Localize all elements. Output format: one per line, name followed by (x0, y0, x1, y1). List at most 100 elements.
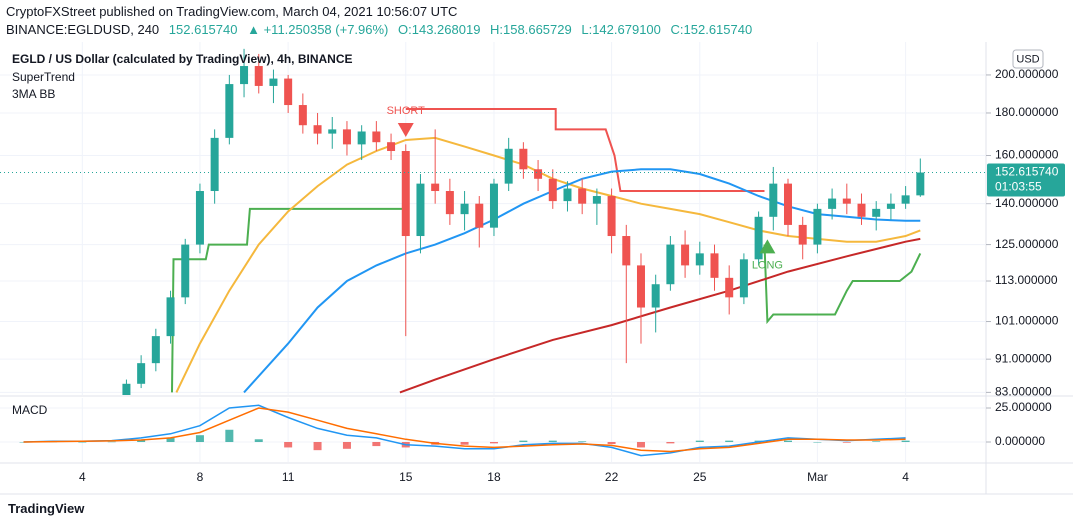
macd-histogram-bar (842, 442, 851, 443)
candle-body (195, 191, 204, 245)
x-tick-label: 15 (399, 470, 413, 484)
price-tag (987, 163, 1065, 197)
signal-line (23, 407, 906, 453)
macd-line (23, 404, 906, 457)
x-tick-label: 18 (487, 470, 501, 484)
candle-body (901, 195, 910, 204)
x-tick-label: 4 (79, 470, 86, 484)
indicator-line (171, 207, 406, 393)
candle-body (681, 244, 690, 266)
annotation-label: SHORT (387, 105, 426, 117)
candle-body (798, 224, 807, 245)
candle-body (813, 208, 822, 245)
annotation-arrow (759, 239, 776, 254)
candle-body (886, 203, 895, 209)
macd-histogram-bar (725, 440, 734, 443)
candle-body (710, 253, 719, 278)
high: H:158.665729 (490, 22, 572, 37)
candle-body (842, 198, 851, 204)
candle-body (431, 183, 440, 192)
macd-histogram-bar (695, 440, 704, 443)
price-tag-label: 152.615740 (995, 165, 1059, 179)
x-tick-label: 25 (693, 470, 707, 484)
candle-body (769, 183, 778, 217)
candle-body (269, 78, 278, 86)
macd-histogram-bar (784, 440, 792, 443)
low: L:142.679100 (581, 22, 661, 37)
annotation-label: LONG (752, 259, 783, 271)
symbol-info: BINANCE:EGLDUSD, 240 152.615740 ▲ +11.25… (6, 22, 752, 37)
candle-body (284, 78, 293, 106)
macd-histogram-bar (166, 437, 175, 443)
candle-body (563, 188, 572, 202)
macd-histogram-bar (107, 441, 116, 443)
macd-histogram-bar (578, 441, 587, 443)
indicator-line (399, 237, 921, 394)
candle-body (181, 244, 190, 298)
y-tick-label: 83.000000 (995, 385, 1052, 399)
candle-body (313, 125, 322, 134)
x-tick-label: Mar (807, 470, 828, 484)
countdown: 01:03:55 (995, 180, 1042, 194)
candle-body (489, 183, 498, 228)
indicator-line (405, 108, 765, 192)
candle-body (372, 131, 381, 143)
macd-histogram-bar (254, 439, 263, 443)
candle-body (254, 66, 263, 86)
candle-body (166, 297, 175, 337)
candle-body (225, 84, 234, 138)
y-tick-label: 200.000000 (995, 67, 1059, 81)
macd-histogram-bar (195, 435, 204, 443)
candle-body (445, 191, 454, 215)
y-tick-label: 0.000000 (995, 434, 1045, 448)
indicator-name: 3MA BB (12, 87, 55, 101)
annotation-arrow (397, 122, 414, 137)
symbol: BINANCE:EGLDUSD, 240 (6, 22, 160, 37)
indicator-line (763, 244, 922, 325)
macd-histogram-bar (607, 442, 616, 445)
last-price: 152.615740 (168, 22, 238, 37)
candle-body (475, 203, 484, 228)
candle-body (695, 253, 704, 266)
candle-body (504, 148, 513, 184)
currency-box[interactable] (1012, 49, 1044, 69)
candle-body (534, 169, 543, 179)
indicator-name: MACD (12, 403, 48, 417)
candle-body (607, 196, 616, 237)
macd-histogram-bar (666, 442, 675, 444)
change: ▲ +11.250358 (+7.96%) (247, 22, 389, 37)
macd-histogram-bar (78, 442, 87, 443)
candle-body (122, 383, 131, 395)
candle-body (754, 216, 763, 260)
macd-histogram-bar (519, 440, 528, 443)
macd-histogram-bar (284, 442, 293, 448)
y-tick-label: 101.000000 (995, 314, 1059, 328)
brand: TradingView (8, 501, 85, 516)
candle-body (240, 66, 249, 85)
candle-body (151, 336, 160, 364)
candle-body (401, 151, 410, 237)
candle-body (137, 363, 146, 384)
candle-body (666, 244, 675, 285)
y-tick-label: 91.000000 (995, 351, 1052, 365)
candle-body (460, 203, 469, 215)
candle-body (342, 129, 351, 145)
macd-histogram-bar (342, 442, 351, 449)
currency[interactable]: USD (1016, 53, 1039, 65)
candle-body (857, 203, 866, 217)
candle-body (872, 208, 881, 217)
candle-body (357, 131, 366, 145)
candle-body (519, 148, 528, 170)
publish-info: CryptoFXStreet published on TradingView.… (6, 4, 458, 19)
chart-title: EGLD / US Dollar (calculated by TradingV… (12, 52, 353, 66)
candle-body (578, 188, 587, 204)
macd-histogram-bar (901, 440, 910, 443)
x-tick-label: 11 (282, 470, 295, 484)
macd-histogram-bar (313, 442, 322, 451)
close: C:152.615740 (670, 22, 753, 37)
candle-body (416, 183, 425, 237)
candle-body (828, 198, 837, 209)
candle-body (739, 259, 748, 298)
